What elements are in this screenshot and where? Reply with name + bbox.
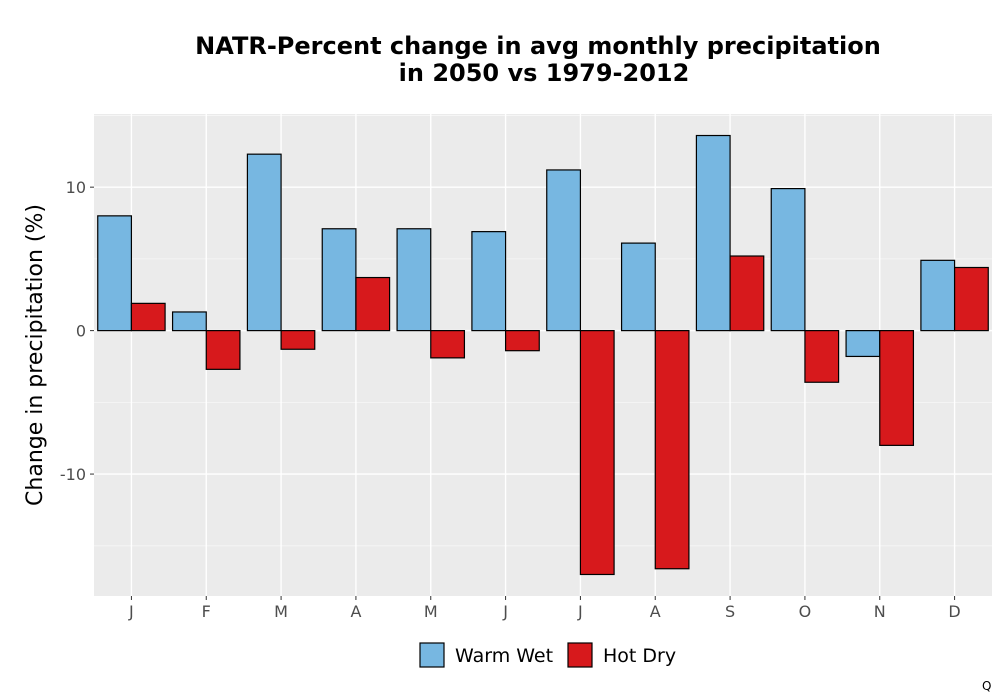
bar-warm-wet	[321, 228, 357, 332]
bar-warm-wet	[471, 231, 507, 332]
bar-warm-wet	[920, 259, 956, 332]
legend-label-hot-dry: Hot Dry	[603, 645, 676, 667]
x-tick-label: A	[650, 602, 661, 621]
bar-hot-dry	[579, 330, 615, 576]
y-tick-label: 0	[76, 322, 86, 341]
bar-warm-wet	[171, 311, 207, 332]
bar-hot-dry	[729, 255, 765, 332]
corner-mark: Q	[982, 679, 991, 693]
bar-hot-dry	[355, 276, 391, 332]
x-tick-label: O	[799, 602, 812, 621]
bar-hot-dry	[504, 330, 540, 352]
x-tick-label: N	[874, 602, 886, 621]
bar-warm-wet	[396, 228, 432, 332]
bar-warm-wet	[695, 134, 731, 332]
grid-minor	[94, 115, 992, 547]
x-tick-label: J	[502, 602, 508, 621]
bar-warm-wet	[246, 153, 282, 332]
bar-hot-dry	[879, 330, 915, 446]
bar-hot-dry	[953, 266, 989, 332]
bar-warm-wet	[620, 242, 656, 332]
bar-hot-dry	[804, 330, 840, 383]
bar-warm-wet	[845, 330, 881, 358]
legend-label-warm-wet: Warm Wet	[455, 645, 553, 667]
chart-title-line-1: NATR-Percent change in avg monthly preci…	[195, 32, 881, 60]
x-tick-label: F	[202, 602, 211, 621]
bar-hot-dry	[654, 330, 690, 570]
x-tick-label: S	[725, 602, 735, 621]
bar-hot-dry	[430, 330, 466, 359]
bar-warm-wet	[546, 169, 582, 332]
y-tick-label: 10	[66, 178, 86, 197]
bar-hot-dry	[130, 302, 166, 332]
y-tick-label: -10	[60, 465, 86, 484]
legend-key-hot-dry	[567, 642, 593, 668]
y-axis-title: Change in precipitation (%)	[23, 204, 48, 506]
x-tick-label: J	[128, 602, 134, 621]
bar-hot-dry	[205, 330, 241, 370]
bar-warm-wet	[770, 187, 806, 332]
legend: Warm Wet Hot Dry	[419, 642, 676, 668]
chart-title-line-2: in 2050 vs 1979-2012	[399, 59, 690, 87]
bar-hot-dry	[280, 330, 316, 350]
bars	[97, 134, 989, 576]
x-tick-label: M	[274, 602, 288, 621]
x-tick-label: A	[350, 602, 361, 621]
plot-panel	[94, 114, 992, 596]
x-tick-label: M	[424, 602, 438, 621]
legend-key-warm-wet	[419, 642, 445, 668]
x-tick-label: D	[948, 602, 960, 621]
y-axis-ticks: -10 0 10	[60, 178, 94, 484]
x-tick-label: J	[577, 602, 583, 621]
bar-warm-wet	[97, 215, 133, 332]
